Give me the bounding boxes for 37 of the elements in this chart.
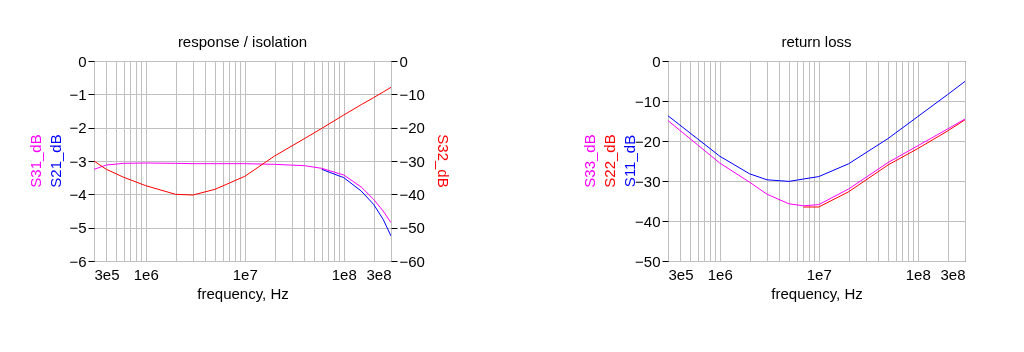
y2-tick-label: −30 (399, 152, 425, 170)
y-tick-label: 0 (78, 52, 87, 70)
x-tick-label: 1e7 (232, 265, 258, 283)
x-tick-label: 1e7 (806, 265, 832, 283)
x-tick-label: 3e5 (668, 265, 694, 283)
x-tick-label: 1e8 (905, 265, 931, 283)
y2-tick-label: −20 (399, 119, 425, 137)
text: S21_dB (47, 134, 64, 188)
chart-title: response / isolation (177, 33, 308, 50)
y-tick-label: 0 (652, 52, 661, 70)
y-tick-label: −3 (69, 152, 87, 170)
y-tick-label: −1 (69, 85, 87, 103)
y2-tick-label: −50 (399, 219, 425, 237)
x-tick-label: 1e8 (331, 265, 357, 283)
y2-tick-label: −60 (399, 252, 425, 270)
x-tick-label: 1e6 (707, 265, 733, 283)
y2-tick-label: 0 (399, 52, 408, 70)
chart-title: return loss (781, 33, 852, 50)
x-tick-label: 1e6 (133, 265, 159, 283)
y-tick-label: −50 (635, 252, 661, 270)
y2-tick-label: −40 (399, 185, 425, 203)
y2-tick-label: −10 (399, 85, 425, 103)
y-tick-label: −6 (69, 252, 87, 270)
x-axis-title: frequency, Hz (771, 284, 863, 302)
x-tick-label: 3e5 (94, 265, 120, 283)
y-tick-label: −10 (635, 92, 661, 110)
y-tick-label: −40 (635, 212, 661, 230)
x-tick-label: 3e8 (366, 265, 392, 283)
x-tick-label: 3e8 (940, 265, 966, 283)
text: S22_dB (601, 134, 618, 188)
y-tick-label: −5 (69, 219, 87, 237)
y-tick-label: −2 (69, 119, 87, 137)
text: S33_dB (581, 134, 598, 188)
text: S31_dB (27, 134, 44, 188)
x-axis-title: frequency, Hz (197, 284, 289, 302)
text: S32_dB (435, 134, 452, 188)
y-tick-label: −4 (69, 185, 87, 203)
